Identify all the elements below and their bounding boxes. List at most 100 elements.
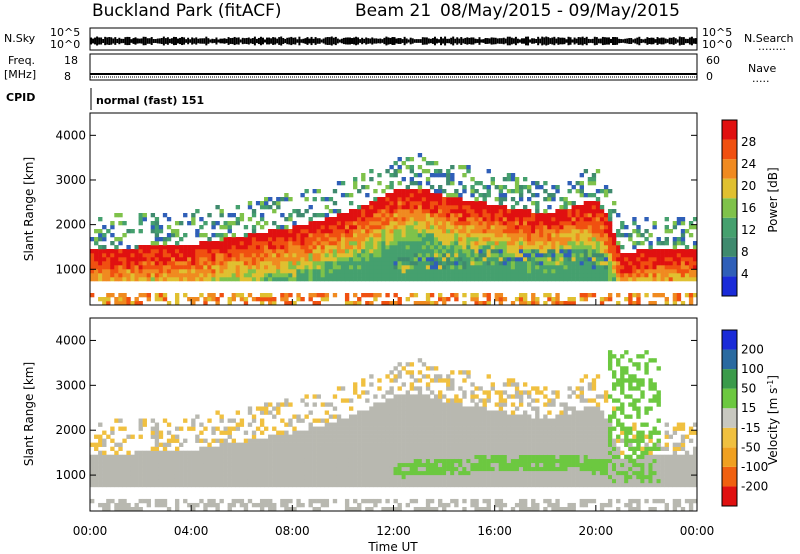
velocity-cell	[300, 450, 305, 456]
power-cell	[377, 181, 382, 186]
noise-mark	[152, 38, 155, 44]
noise-mark	[308, 38, 311, 44]
velocity-cell	[162, 462, 168, 468]
power-cell	[312, 265, 317, 270]
power-cell	[272, 201, 277, 206]
velocity-cell	[280, 418, 285, 423]
velocity-cell	[377, 446, 382, 451]
power-cell	[328, 233, 334, 238]
power-cell	[527, 229, 532, 234]
power-cell	[106, 297, 111, 302]
velocity-cell	[417, 418, 423, 423]
velocity-cell	[385, 418, 390, 423]
power-cell	[563, 273, 568, 278]
power-cell	[607, 209, 613, 214]
noise-mark	[235, 37, 238, 45]
noise-mark	[450, 37, 453, 45]
velocity-cell	[421, 394, 427, 399]
power-cell	[684, 273, 690, 278]
velocity-cell	[272, 426, 277, 431]
nsearch-top-tick: 10^5	[702, 26, 732, 39]
velocity-cell	[98, 422, 103, 427]
velocity-cell	[187, 454, 192, 460]
power-cell	[223, 269, 228, 274]
velocity-cell	[397, 482, 402, 488]
power-cell	[243, 297, 249, 302]
noise-mark	[417, 39, 420, 43]
velocity-cell	[340, 458, 346, 464]
noise-mark	[601, 36, 604, 46]
power-cell	[316, 189, 321, 194]
velocity-cell	[126, 474, 131, 480]
power-cell	[381, 273, 386, 278]
power-cell	[454, 213, 459, 218]
power-cell	[470, 257, 475, 262]
velocity-cell	[98, 478, 103, 484]
power-heatmap	[90, 153, 698, 306]
velocity-cell	[247, 462, 253, 468]
power-cell	[154, 277, 160, 282]
power-cell	[247, 257, 253, 262]
power-cell	[259, 213, 265, 218]
power-cell	[191, 217, 196, 222]
velocity-cell	[462, 406, 467, 411]
power-cell	[482, 185, 487, 190]
velocity-cell	[268, 506, 273, 512]
velocity-cell	[409, 478, 415, 484]
velocity-cell	[142, 450, 147, 456]
velocity-cell	[389, 462, 394, 468]
power-cell	[417, 185, 423, 190]
power-cell	[599, 257, 605, 262]
velocity-cell	[385, 390, 390, 395]
noise-mark	[296, 39, 299, 43]
velocity-cell	[304, 474, 309, 480]
power-cell	[389, 233, 394, 238]
velocity-cell	[348, 478, 354, 484]
velocity-cell	[243, 482, 249, 488]
velocity-cell	[247, 442, 253, 447]
power-cell	[688, 249, 694, 254]
power-cell	[644, 293, 649, 298]
power-cell	[579, 173, 584, 178]
velocity-cell	[142, 462, 147, 468]
power-cell	[344, 301, 350, 306]
velocity-cell	[207, 462, 212, 468]
velocity-cell	[421, 414, 427, 419]
power-cell	[288, 233, 293, 238]
velocity-cell	[231, 438, 236, 443]
power-cell	[332, 293, 338, 298]
velocity-cell	[223, 430, 228, 435]
noise-mark	[567, 36, 570, 46]
power-cell	[110, 261, 115, 266]
power-cell	[579, 213, 584, 218]
power-cell	[632, 257, 637, 262]
power-cell	[672, 241, 678, 246]
power-cell	[417, 253, 423, 258]
power-cell	[397, 181, 402, 186]
velocity-cell	[344, 450, 350, 456]
power-cell	[632, 229, 637, 234]
power-cell	[393, 265, 398, 270]
power-cell	[478, 201, 483, 206]
power-cell	[612, 265, 617, 270]
power-cell	[470, 209, 475, 214]
power-cell	[235, 277, 241, 282]
power-cell	[587, 273, 593, 278]
velocity-cell	[174, 474, 180, 480]
power-cell	[373, 241, 378, 246]
power-cell	[284, 297, 289, 302]
power-cell	[454, 197, 459, 202]
power-cell	[377, 213, 382, 218]
power-cell	[429, 301, 435, 306]
power-cell	[373, 273, 378, 278]
power-cell	[628, 297, 633, 302]
power-cell	[595, 205, 601, 210]
power-cell	[462, 229, 467, 234]
power-cell	[243, 249, 249, 254]
power-cell	[474, 201, 479, 206]
velocity-cell	[442, 502, 447, 508]
power-cell	[365, 261, 370, 266]
velocity-cell	[462, 390, 467, 395]
power-cell	[316, 253, 321, 258]
velocity-cell	[288, 466, 293, 472]
